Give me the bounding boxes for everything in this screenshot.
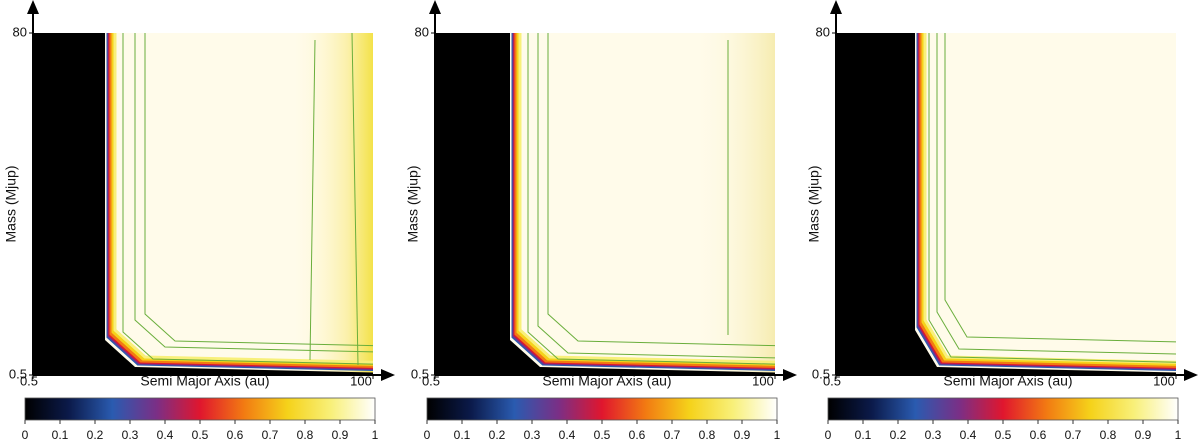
x-axis-arrow [381, 369, 395, 381]
heatmap-band [518, 33, 775, 364]
y-axis-label: Mass (Mjup) [3, 165, 19, 242]
contour [144, 33, 373, 347]
contour [537, 33, 775, 359]
colorbar [24, 397, 376, 421]
contour [134, 33, 373, 353]
x-tick-label: 100 [350, 373, 372, 388]
y-tick-label: 0.5 [9, 366, 27, 381]
y-tick-label: 0.5 [812, 366, 830, 381]
colorbar-tick-label: 1 [774, 428, 781, 442]
colorbar-tick-label: 1 [1175, 428, 1182, 442]
colorbar-tick-label: 0.8 [699, 428, 716, 442]
colorbar-tick-label: 0 [424, 428, 431, 442]
contour [944, 33, 1176, 343]
colorbar [426, 397, 778, 421]
colorbar-tick-label: 0.2 [489, 428, 506, 442]
x-axis-arrow [1184, 369, 1198, 381]
heatmap-band [113, 33, 373, 364]
x-axis-arrow [783, 369, 797, 381]
panel: 0.5 80 0.5 100 Semi Major Axis (au) Mass (Mju… [405, 0, 797, 442]
colorbar-tick-label: 0.7 [262, 428, 279, 442]
colorbar-tick-label: 0.6 [227, 428, 244, 442]
heatmap [435, 33, 775, 375]
colorbar-tick-label: 0.1 [52, 428, 69, 442]
heatmap-band [109, 33, 373, 368]
contour [122, 33, 373, 365]
colorbar-tick-label: 0.6 [629, 428, 646, 442]
y-tick-label: 0.5 [411, 366, 429, 381]
heatmap-region [33, 33, 373, 375]
y-axis-label: Mass (Mjup) [405, 165, 421, 242]
colorbar-tick-label: 0.2 [890, 428, 907, 442]
y-tick-label: 80 [816, 24, 830, 39]
contour [936, 33, 1176, 355]
colorbar-tick-label: 0 [22, 428, 29, 442]
colorbar-tick-label: 0.1 [855, 428, 872, 442]
colorbar-tick-label: 0.3 [925, 428, 942, 442]
colorbar-tick-label: 0.7 [664, 428, 681, 442]
x-tick-label: 100 [752, 373, 774, 388]
panel: 0.5 80 0.5 100 Semi Major Axis (au) Mass (Mju… [806, 0, 1198, 442]
colorbar-tick-label: 0.6 [1030, 428, 1047, 442]
contour [547, 33, 775, 347]
heatmap-edge [290, 33, 373, 375]
colorbar-tick-label: 0.9 [1135, 428, 1152, 442]
y-axis-arrow [27, 0, 39, 14]
y-tick-label: 80 [13, 24, 27, 39]
colorbar-tick-label: 0.1 [454, 428, 471, 442]
heatmap-region [435, 33, 775, 375]
contour [928, 33, 1176, 363]
y-axis-arrow [429, 0, 441, 14]
heatmap [836, 33, 1176, 375]
x-tick-label: 0.5 [422, 373, 440, 388]
contour [309, 39, 316, 361]
colorbar-tick-label: 0 [825, 428, 832, 442]
y-axis-label: Mass (Mjup) [806, 165, 822, 242]
colorbar-tick-label: 0.4 [559, 428, 576, 442]
colorbar-tick-label: 0.3 [122, 428, 139, 442]
x-axis-label: Semi Major Axis (au) [140, 373, 269, 389]
colorbar-tick-label: 0.8 [1100, 428, 1117, 442]
panel: 0.5 80 0.5 100 Semi Major Axis (au) Mass (Mju… [3, 0, 395, 442]
y-axis-arrow [830, 0, 842, 14]
colorbar-tick-label: 1 [372, 428, 379, 442]
colorbar-tick-label: 0.4 [157, 428, 174, 442]
colorbar-tick-label: 0.4 [960, 428, 977, 442]
x-axis-label: Semi Major Axis (au) [943, 373, 1072, 389]
heatmap-band [919, 33, 1176, 368]
heatmap-band [514, 33, 775, 368]
contour [527, 33, 775, 365]
colorbar-tick-label: 0.8 [297, 428, 314, 442]
colorbar-tick-label: 0.5 [594, 428, 611, 442]
x-tick-label: 0.5 [20, 373, 38, 388]
colorbar-tick-label: 0.7 [1065, 428, 1082, 442]
colorbar-tick-label: 0.2 [87, 428, 104, 442]
heatmap-edge [692, 33, 775, 375]
colorbar-tick-label: 0.9 [734, 428, 751, 442]
colorbar [827, 397, 1179, 421]
colorbar-tick-label: 0.3 [524, 428, 541, 442]
x-axis-label: Semi Major Axis (au) [542, 373, 671, 389]
y-tick-label: 80 [415, 24, 429, 39]
colorbar-tick-label: 0.5 [995, 428, 1012, 442]
contour [351, 33, 359, 366]
x-tick-label: 100 [1153, 373, 1175, 388]
x-tick-label: 0.5 [823, 373, 841, 388]
heatmap-band [921, 33, 1176, 366]
heatmap [33, 33, 373, 375]
colorbar-tick-label: 0.9 [332, 428, 349, 442]
heatmap-region [836, 33, 1176, 375]
colorbar-tick-label: 0.5 [192, 428, 209, 442]
